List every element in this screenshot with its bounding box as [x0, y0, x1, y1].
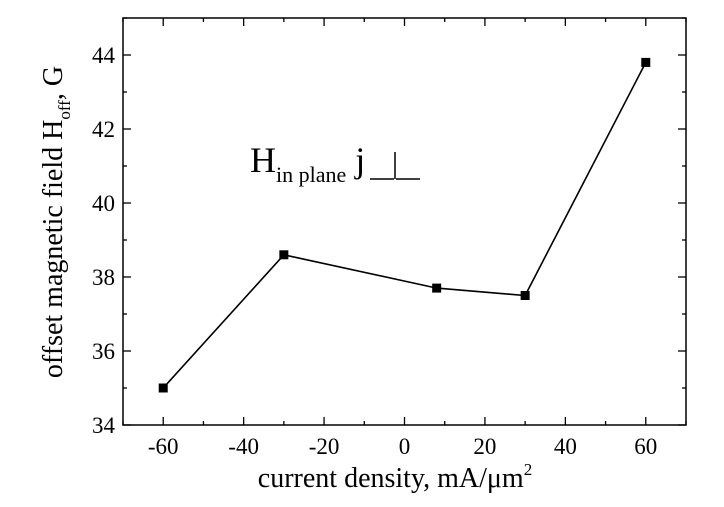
y-tick-label: 40	[92, 191, 115, 216]
data-point	[641, 57, 651, 67]
x-axis-label: current density, mA/μm2	[258, 460, 532, 494]
x-tick-label: 20	[473, 434, 496, 459]
series-layer	[158, 57, 651, 393]
series-line	[162, 62, 647, 389]
x-tick-label: 0	[399, 434, 411, 459]
data-point	[158, 383, 168, 393]
x-tick-label: -60	[148, 434, 179, 459]
y-axis-ticks: 34 36 38 40 42 44	[92, 17, 686, 438]
data-point	[432, 283, 442, 293]
y-tick-label: 34	[92, 413, 116, 438]
y-tick-label: 42	[92, 117, 115, 142]
y-tick-label: 36	[92, 339, 115, 364]
y-tick-label: 44	[92, 43, 116, 68]
y-tick-label: 38	[92, 265, 115, 290]
x-tick-label: 40	[554, 434, 577, 459]
perpendicular-symbol	[370, 152, 420, 180]
y-axis-label: offset magnetic field Hoff, G	[38, 66, 74, 378]
x-axis-ticks: -60 -40 -20 0 20 40 60	[122, 18, 687, 459]
data-point	[279, 250, 289, 260]
x-tick-label: -20	[309, 434, 340, 459]
x-tick-label: 60	[634, 434, 657, 459]
plot-frame	[122, 17, 687, 426]
data-point	[520, 291, 530, 300]
x-tick-label: -40	[228, 434, 259, 459]
annotation: Hin plane j	[250, 140, 365, 187]
